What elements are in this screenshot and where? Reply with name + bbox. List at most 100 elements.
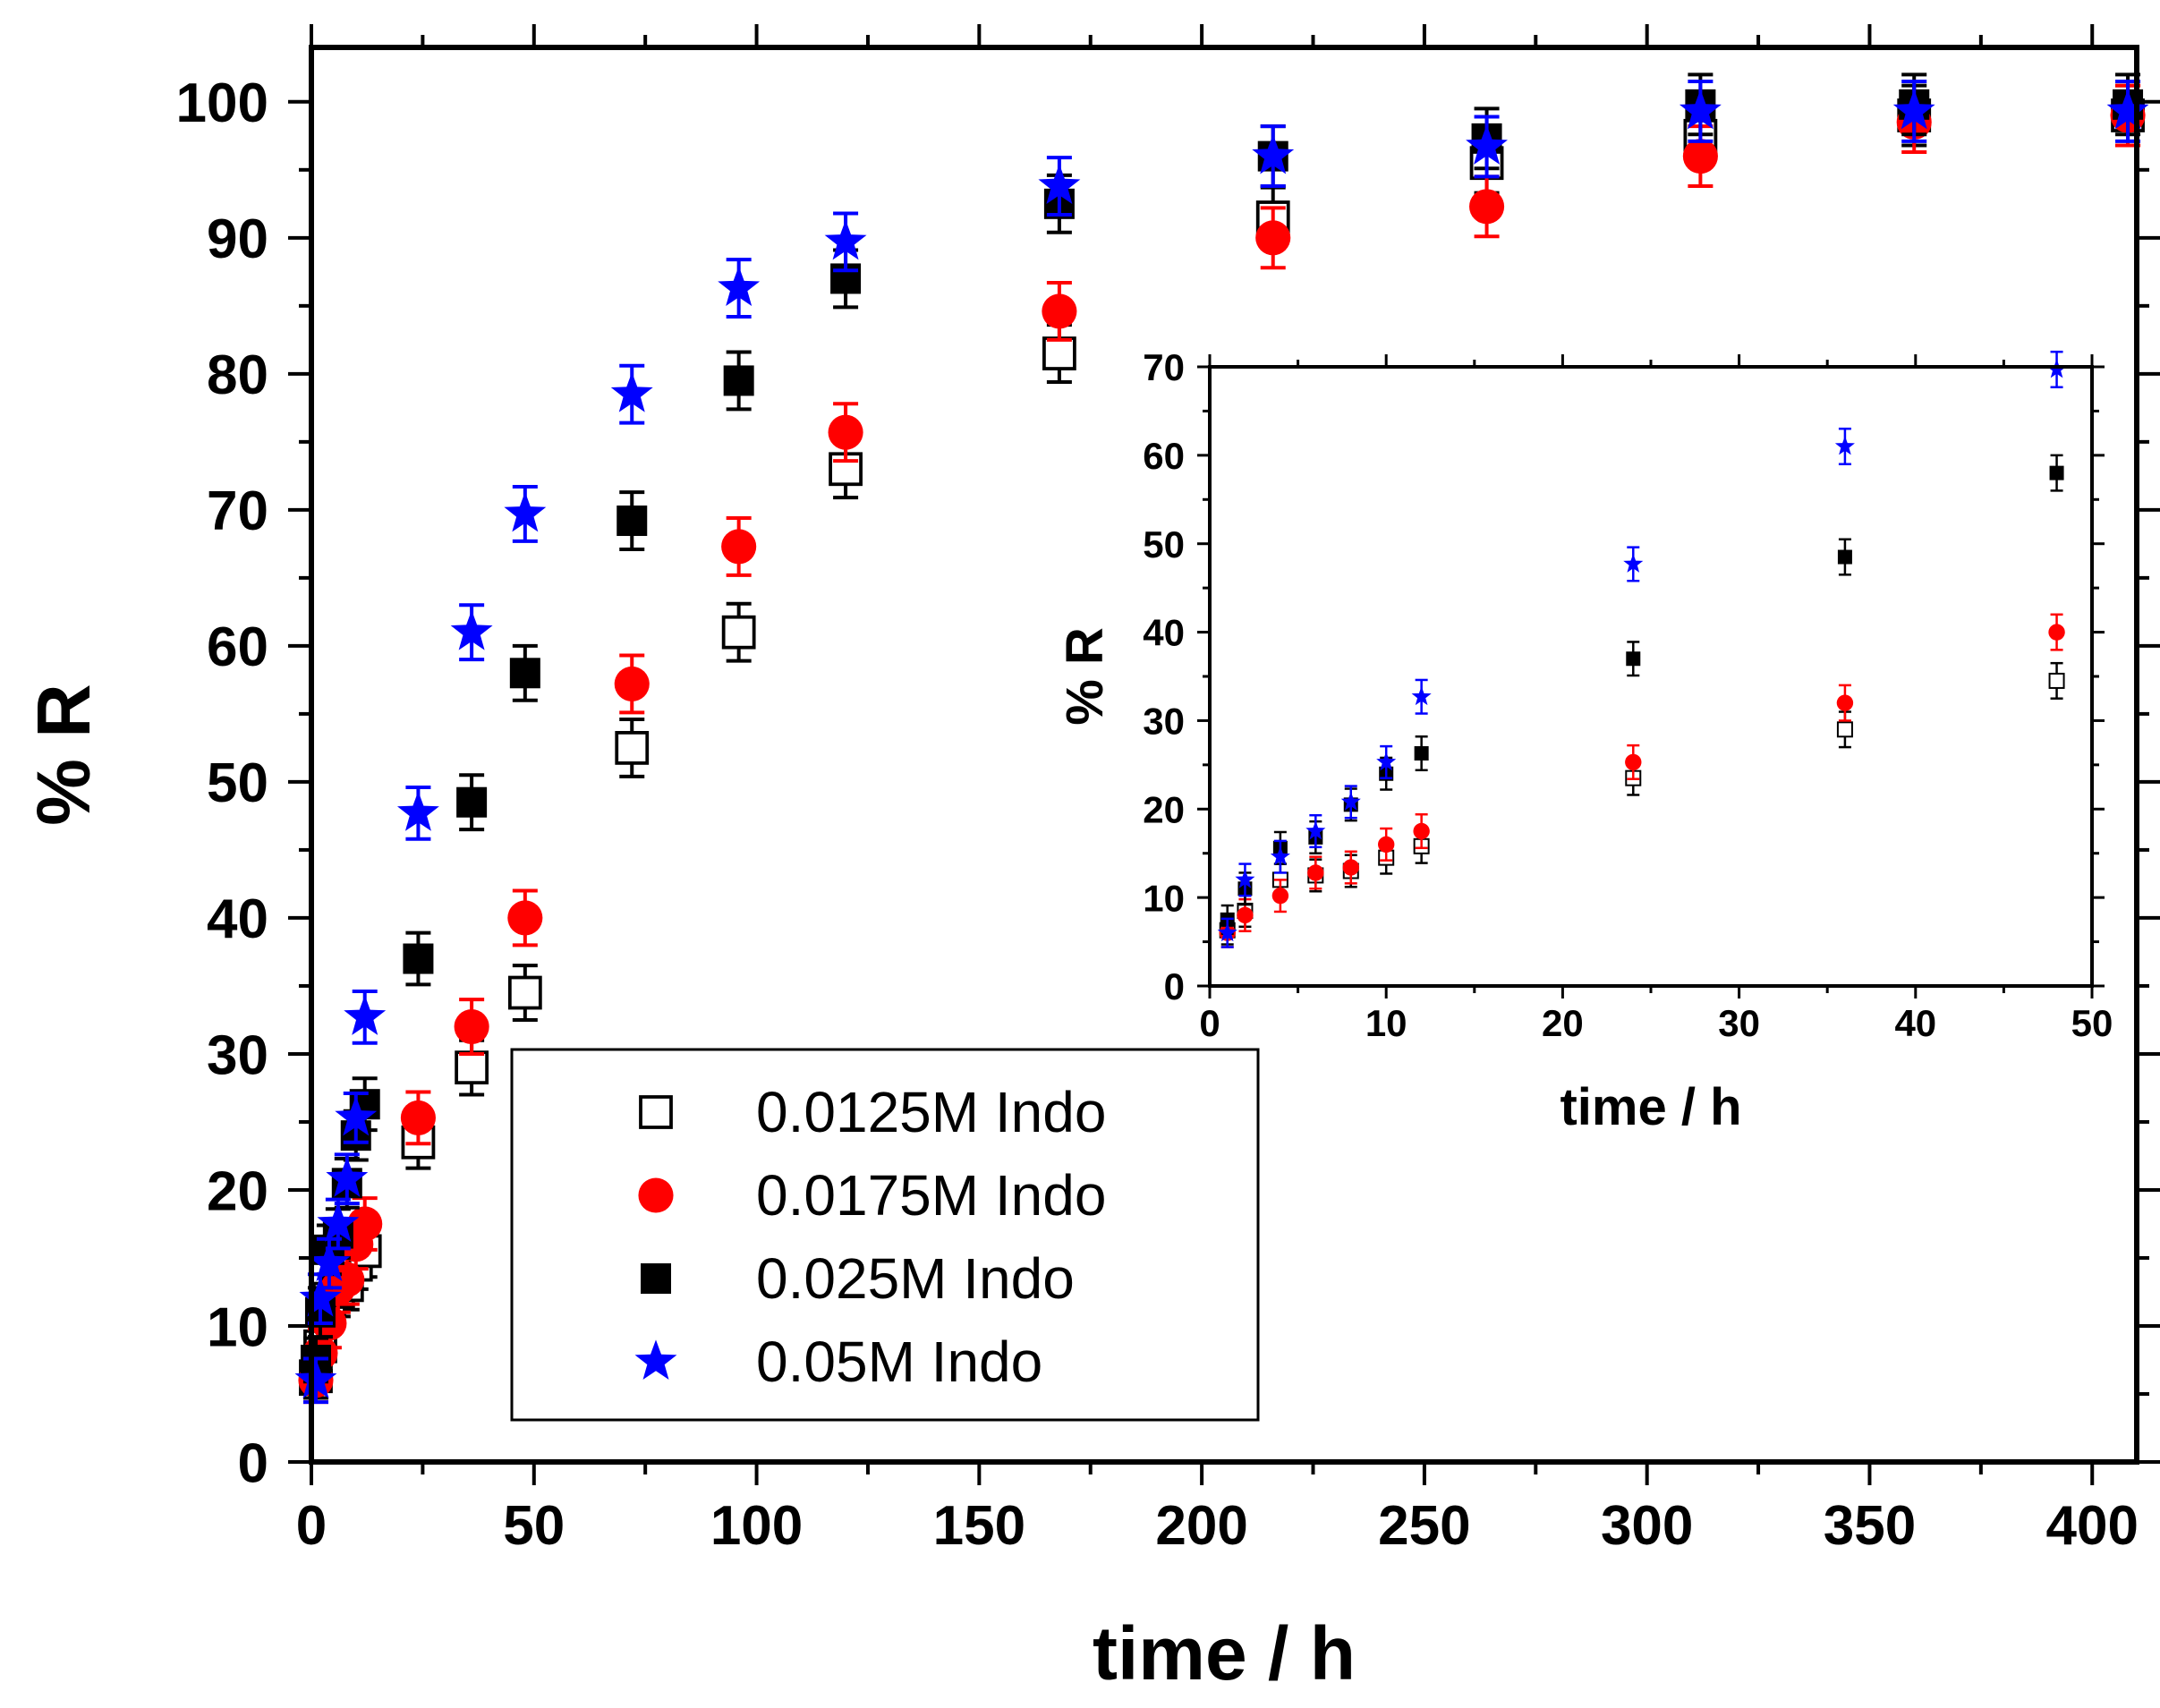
main-data-point (1682, 139, 1718, 174)
main-y-tick-label: 80 (207, 344, 268, 406)
main-data-point (1679, 89, 1722, 130)
inset-data-point (1414, 746, 1429, 761)
main-data-point (450, 610, 493, 650)
main-data-point (507, 975, 542, 1010)
main-data-point (326, 1157, 369, 1197)
inset-plot: 0 10 20 30 40 50 0 10 20 30 40 50 60 70 time / h % R (1056, 346, 2113, 1136)
inset-y-tick-label: 10 (1143, 877, 1185, 919)
inset-data-point (1413, 822, 1430, 840)
main-data-point (723, 365, 754, 396)
main-y-tick-label: 20 (207, 1160, 268, 1222)
inset-y-tick-label: 0 (1164, 965, 1185, 1007)
main-data-point (454, 1008, 489, 1045)
main-data-point (1255, 220, 1291, 256)
legend-marker (638, 1177, 674, 1213)
main-data-point (400, 1100, 436, 1135)
inset-data-point (1376, 752, 1397, 771)
main-data-point (317, 1202, 360, 1242)
main-y-tick-label: 100 (176, 72, 268, 134)
main-y-axis-label: % R (21, 684, 106, 826)
main-data-point (396, 791, 439, 831)
legend-label: 0.0175M Indo (756, 1163, 1106, 1228)
main-data-point (308, 1241, 351, 1281)
legend-label: 0.025M Indo (756, 1246, 1075, 1311)
main-x-tick-label: 50 (503, 1495, 565, 1557)
main-y-tick-label: 50 (207, 752, 268, 814)
main-y-tick-label: 10 (207, 1296, 268, 1358)
inset-plot-area (1210, 367, 2092, 986)
inset-x-tick-label: 30 (1718, 1002, 1760, 1044)
main-data-point (2106, 89, 2149, 130)
main-data-point (507, 900, 543, 936)
inset-data-point (1342, 859, 1359, 876)
main-data-point (721, 615, 756, 650)
inset-y-tick-label: 30 (1143, 701, 1185, 743)
inset-data-point (1305, 820, 1326, 840)
inset-series-3 (1217, 350, 2067, 948)
legend-label: 0.05M Indo (756, 1330, 1042, 1394)
main-data-point (294, 1358, 337, 1398)
main-frame (309, 45, 2139, 1465)
main-data-point (828, 414, 863, 450)
inset-y-tick-label: 70 (1143, 346, 1185, 388)
legend-label: 0.0125M Indo (756, 1080, 1106, 1144)
inset-data-point (2048, 624, 2065, 641)
main-data-point (455, 1050, 489, 1085)
main-data-point (347, 1206, 383, 1242)
legend: 0.0125M Indo 0.0175M Indo 0.025M Indo 0.05M… (510, 1048, 1260, 1422)
main-x-axis-label: time / h (1093, 1611, 1356, 1695)
main-x-tick-label: 150 (933, 1495, 1025, 1557)
inset-data-point (1837, 549, 1852, 565)
inset-y-axis-label: % R (1056, 627, 1114, 726)
inset-data-point (2048, 672, 2065, 689)
main-data-point (456, 786, 488, 818)
main-series-3 (294, 80, 2149, 1405)
inset-data-point (1626, 651, 1641, 667)
inset-x-tick-label: 0 (1199, 1002, 1220, 1044)
inset-frame (1208, 365, 2094, 988)
inset-data-point (1625, 753, 1642, 771)
main-x-tick-label: 350 (1824, 1495, 1916, 1557)
main-x-tick-label: 0 (296, 1495, 327, 1557)
legend-entry: 0.0175M Indo (638, 1163, 1106, 1228)
legend-marker (634, 1339, 677, 1380)
main-x-tick-label: 300 (1601, 1495, 1693, 1557)
main-data-point (1038, 164, 1081, 204)
inset-data-point (1217, 922, 1237, 942)
inset-data-point (1836, 721, 1853, 738)
main-y-tick-label: 30 (207, 1024, 268, 1086)
main-data-point (335, 1095, 378, 1136)
main-data-point (1892, 89, 1935, 130)
inset-x-tick-label: 40 (1894, 1002, 1936, 1044)
inset-y-tick-label: 40 (1143, 612, 1185, 654)
inset-data-point (1235, 869, 1255, 888)
main-data-point (718, 266, 761, 307)
inset-data-point (1271, 887, 1289, 905)
inset-data-point (1270, 846, 1290, 866)
main-x-tick-label: 200 (1155, 1495, 1247, 1557)
legend-marker (639, 1095, 673, 1129)
inset-data-point (1623, 553, 1644, 573)
legend-box (510, 1048, 1260, 1422)
main-x-tick-label: 400 (2046, 1495, 2139, 1557)
inset-data-point (1834, 436, 1855, 455)
main-data-point (824, 219, 867, 260)
main-data-point (615, 731, 650, 765)
legend-marker (641, 1263, 671, 1294)
main-data-point (610, 372, 653, 412)
inset-data-point (2049, 465, 2064, 480)
main-data-point (344, 995, 387, 1035)
inset-y-tick-label: 50 (1143, 523, 1185, 565)
inset-data-point (1237, 906, 1254, 924)
main-data-point (504, 491, 547, 532)
main-y-tick-label: 0 (238, 1432, 268, 1494)
inset-y-tick-label: 20 (1143, 788, 1185, 830)
inset-data-point (1307, 864, 1324, 881)
main-data-point (1252, 133, 1295, 174)
main-data-point (721, 529, 757, 565)
inset-data-point (1411, 686, 1432, 706)
legend-entry: 0.05M Indo (634, 1330, 1042, 1394)
main-data-point (1042, 336, 1076, 370)
